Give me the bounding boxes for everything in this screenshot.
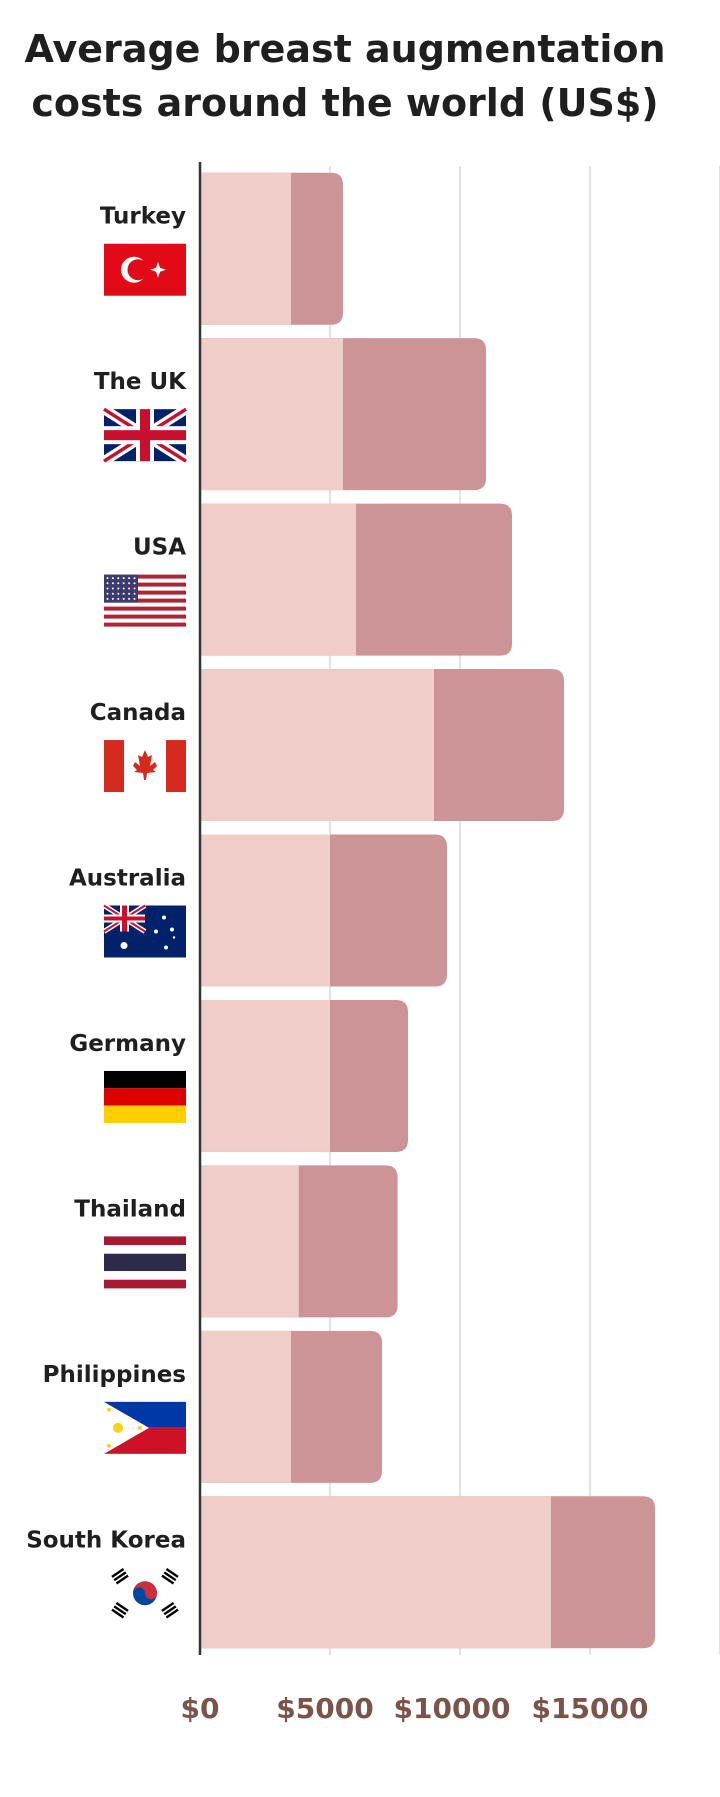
flag-turkey-icon	[104, 243, 186, 296]
x-tick-label: $10000	[394, 1692, 511, 1725]
category-label: Thailand	[74, 1196, 186, 1222]
x-tick-label: $5000	[276, 1692, 373, 1725]
flag-australia-icon	[102, 903, 186, 958]
flag-uk-icon	[101, 404, 189, 466]
chart-title-line-1: Average breast augmentation	[24, 27, 666, 71]
category-label: South Korea	[26, 1527, 186, 1553]
flag-usa-icon	[104, 574, 186, 627]
bar-segment-1	[200, 1165, 299, 1318]
category-label: Philippines	[43, 1362, 186, 1388]
category-label: Australia	[69, 866, 186, 892]
category-label: The UK	[94, 369, 187, 395]
bar-segment-1	[200, 172, 291, 325]
chart-title: Average breast augmentation costs around…	[0, 22, 690, 130]
bar-segment-1	[200, 1330, 291, 1483]
bar-segment-1	[200, 338, 343, 491]
category-labels: Turkey The UK USA Canada Australia Germany Tha…	[26, 204, 189, 1620]
x-tick-labels: $0 $5000 $10000 $15000	[181, 1692, 649, 1725]
chart-title-line-2: costs around the world (US$)	[31, 81, 659, 125]
bar-segment-1	[200, 503, 356, 656]
category-label: Canada	[90, 700, 186, 726]
category-label: Turkey	[100, 204, 186, 230]
bar-segment-1	[200, 999, 330, 1152]
category-label: Germany	[69, 1031, 186, 1057]
x-tick-label: $0	[181, 1692, 220, 1725]
bar-segment-1	[200, 669, 434, 822]
bar-segment-1	[200, 834, 330, 987]
flag-thailand-icon	[104, 1236, 186, 1289]
flag-canada-icon	[104, 740, 186, 793]
x-tick-label: $15000	[532, 1692, 649, 1725]
flag-germany-icon	[104, 1070, 186, 1123]
category-label: USA	[133, 535, 186, 561]
flag-philippines-icon	[104, 1401, 186, 1454]
bars	[200, 172, 655, 1649]
flag-south-korea-icon	[104, 1567, 186, 1620]
bar-segment-1	[200, 1496, 551, 1649]
